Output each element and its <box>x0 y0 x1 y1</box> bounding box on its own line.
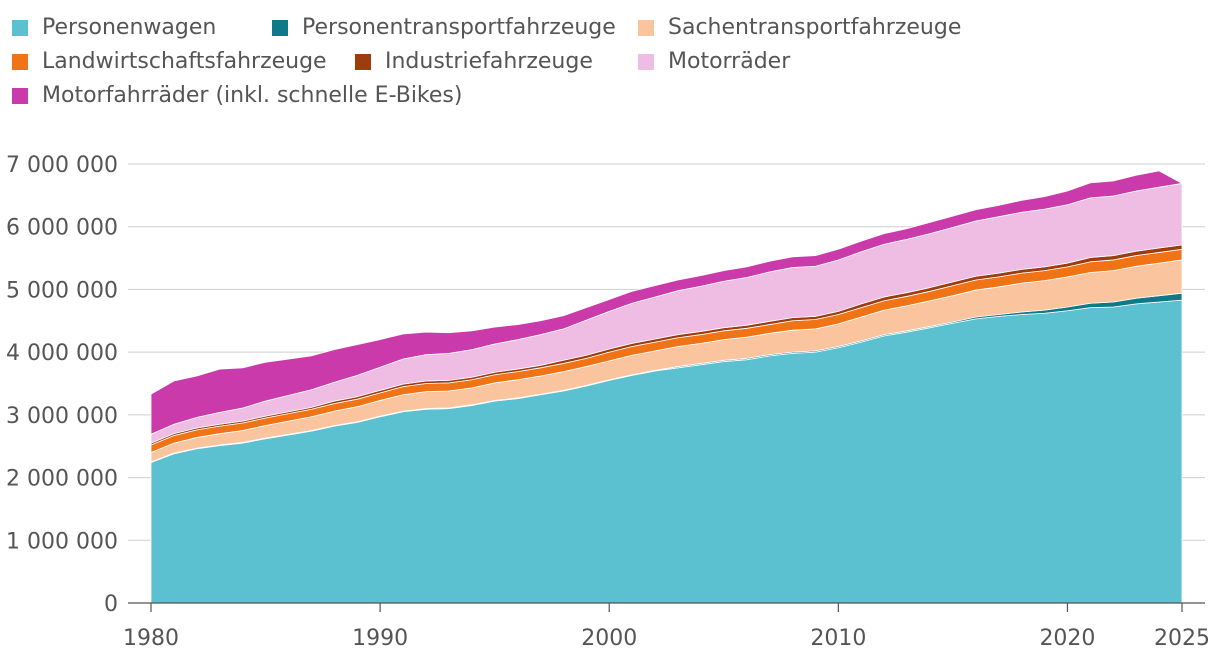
axes: 0 1 000 000 2 000 000 3 000 000 4 000 000 5 0… <box>6 153 1210 651</box>
chart-legend: Personenwagen Personentransportfahrzeuge… <box>12 12 1212 112</box>
x-tick-label: 2000 <box>581 626 637 651</box>
y-tick-label: 6 000 000 <box>6 216 118 241</box>
x-tick-label: 1990 <box>352 626 408 651</box>
legend-item-sachentransportfahrzeuge[interactable]: Sachentransportfahrzeuge <box>638 15 961 40</box>
legend-swatch-landwirtschaftsfahrzeuge <box>12 53 28 70</box>
legend-item-motorraeder[interactable]: Motorräder <box>638 49 790 74</box>
x-tick-label: 2025 <box>1154 626 1210 651</box>
legend-label-landwirtschaftsfahrzeuge: Landwirtschaftsfahrzeuge <box>42 49 327 74</box>
y-tick-label: 1 000 000 <box>6 529 118 554</box>
legend-swatch-personentransportfahrzeuge <box>272 19 288 36</box>
legend-item-industriefahrzeuge[interactable]: Industriefahrzeuge <box>355 49 593 74</box>
legend-label-industriefahrzeuge: Industriefahrzeuge <box>385 49 593 74</box>
legend-swatch-motorfahrraeder <box>12 87 28 104</box>
x-tick-label: 1980 <box>123 626 179 651</box>
y-tick-label: 4 000 000 <box>6 341 118 366</box>
legend-label-motorfahrraeder: Motorfahrräder (inkl. schnelle E-Bikes) <box>42 83 463 108</box>
area-series-6[interactable] <box>150 170 1183 435</box>
x-tick-label: 2010 <box>810 626 866 651</box>
legend-item-landwirtschaftsfahrzeuge[interactable]: Landwirtschaftsfahrzeuge <box>12 49 327 74</box>
y-tick-label: 7 000 000 <box>6 153 118 178</box>
legend-label-personenwagen: Personenwagen <box>42 15 217 40</box>
legend-swatch-motorraeder <box>638 53 654 70</box>
series-areas <box>150 170 1183 604</box>
legend-label-motorraeder: Motorräder <box>668 49 791 74</box>
y-tick-label: 0 <box>104 592 118 617</box>
y-tick-label: 5 000 000 <box>6 278 118 303</box>
y-tick-label: 3 000 000 <box>6 404 118 429</box>
y-tick-label: 2 000 000 <box>6 467 118 492</box>
legend-swatch-sachentransportfahrzeuge <box>638 19 654 36</box>
legend-label-sachentransportfahrzeuge: Sachentransportfahrzeuge <box>668 15 962 40</box>
legend-item-personentransportfahrzeuge[interactable]: Personentransportfahrzeuge <box>272 15 616 40</box>
legend-item-motorfahrraeder[interactable]: Motorfahrräder (inkl. schnelle E-Bikes) <box>12 83 462 108</box>
legend-label-personentransportfahrzeuge: Personentransportfahrzeuge <box>302 15 616 40</box>
legend-swatch-personenwagen <box>12 19 28 36</box>
x-tick-label: 2020 <box>1039 626 1095 651</box>
legend-item-personenwagen[interactable]: Personenwagen <box>12 15 216 40</box>
legend-swatch-industriefahrzeuge <box>355 53 371 70</box>
